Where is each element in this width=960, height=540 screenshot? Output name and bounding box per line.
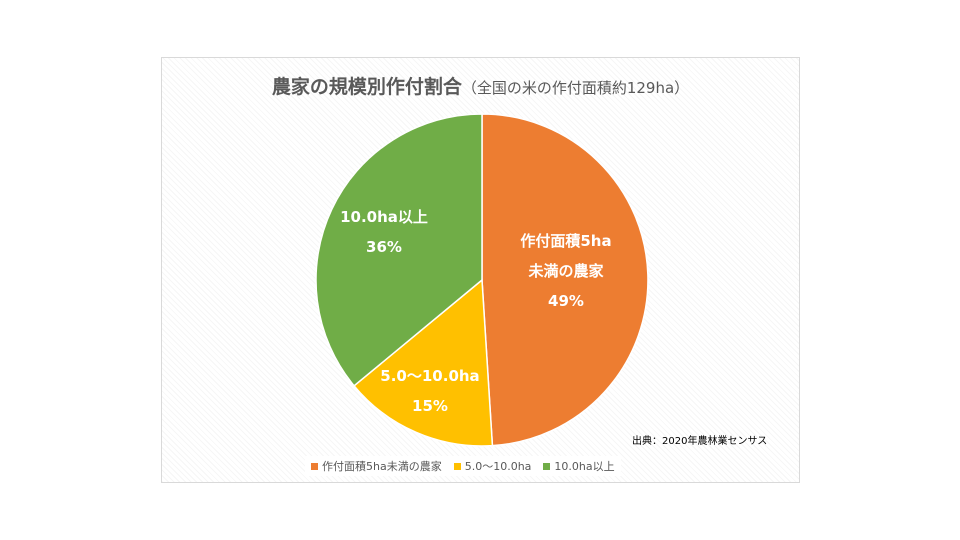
slice-data-label: 5.0〜10.0ha 15% (380, 367, 479, 415)
pie-chart: 作付面積5ha 未満の農家 49% 5.0〜10.0ha 15% 10.0ha以上 36% (315, 113, 649, 447)
pie-slice (353, 278, 494, 447)
legend-item-over-10ha: 10.0ha以上 (543, 458, 615, 474)
slice-data-label: 10.0ha以上 36% (340, 208, 428, 256)
chart-title: 農家の規模別作付割合（全国の米の作付面積約129ha） (162, 72, 799, 99)
legend-label: 10.0ha以上 (554, 460, 615, 473)
chart-title-main: 農家の規模別作付割合 (271, 76, 462, 98)
slice-data-label: 作付面積5ha 未満の農家 49% (520, 232, 611, 310)
chart-subtitle: （全国の米の作付面積約129ha） (461, 79, 690, 97)
legend-swatch (543, 462, 551, 470)
legend-swatch (311, 462, 318, 470)
legend-item-5-to-10ha: 5.0〜10.0ha (453, 458, 532, 474)
legend: 作付面積5ha未満の農家 5.0〜10.0ha 10.0ha以上 (305, 456, 621, 476)
legend-label: 5.0〜10.0ha (464, 460, 532, 473)
source-note: 出典：2020年農林業センサス (632, 436, 768, 447)
pie-slice (481, 113, 649, 447)
chart-frame: 農家の規模別作付割合（全国の米の作付面積約129ha） 作付面積5ha 未満の農家… (161, 57, 800, 483)
legend-swatch (453, 462, 461, 470)
legend-item-under-5ha: 作付面積5ha未満の農家 (311, 458, 442, 474)
pie-slice (315, 113, 483, 387)
legend-label: 作付面積5ha未満の農家 (322, 460, 442, 473)
